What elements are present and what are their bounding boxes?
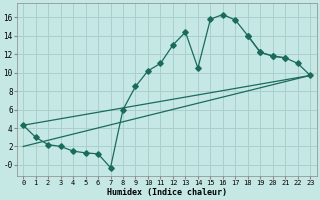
X-axis label: Humidex (Indice chaleur): Humidex (Indice chaleur): [107, 188, 227, 197]
